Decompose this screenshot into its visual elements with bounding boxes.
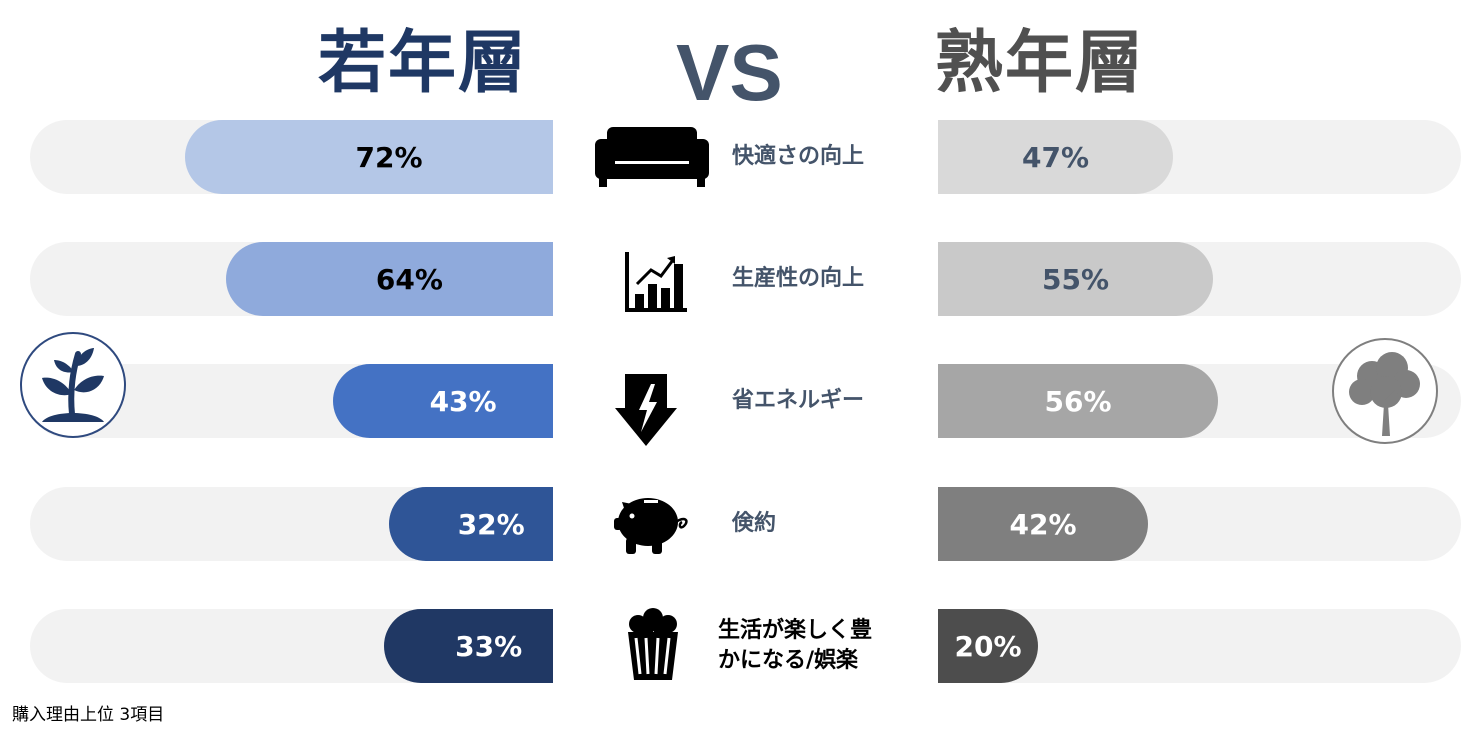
tree-icon bbox=[1332, 338, 1438, 444]
bar-senior: 20% bbox=[938, 609, 1038, 683]
value-label-young: 43% bbox=[429, 384, 497, 418]
category-label-line: 生活が楽しく豊 bbox=[718, 618, 873, 643]
category-label-line: 省エネルギー bbox=[732, 388, 865, 413]
piggy-bank-icon bbox=[612, 488, 692, 560]
category-label: 生産性の向上 bbox=[732, 264, 864, 294]
value-label-senior: 20% bbox=[954, 629, 1022, 663]
value-label-senior: 47% bbox=[1021, 140, 1090, 174]
footnote: 購入理由上位 3項目 bbox=[12, 705, 165, 725]
bar-young: 72% bbox=[185, 120, 553, 194]
title-young: 若年層 bbox=[318, 24, 529, 103]
popcorn-icon bbox=[624, 608, 682, 686]
value-label-senior: 55% bbox=[1041, 262, 1110, 296]
bar-senior: 47% bbox=[938, 120, 1173, 194]
category-label-line: 生産性の向上 bbox=[732, 266, 865, 291]
value-label-senior: 42% bbox=[1009, 507, 1077, 541]
bar-senior: 55% bbox=[938, 242, 1213, 316]
category-label-line: 倹約 bbox=[732, 511, 777, 536]
bar-senior: 56% bbox=[938, 364, 1218, 438]
title-vs: VS bbox=[676, 28, 783, 117]
bar-young: 33% bbox=[384, 609, 553, 683]
category-label: 快適さの向上 bbox=[732, 142, 864, 172]
title-senior: 熟年層 bbox=[935, 24, 1146, 103]
bar-senior: 42% bbox=[938, 487, 1148, 561]
sofa-icon bbox=[593, 125, 711, 193]
category-label: 生活が楽しく豊 かになる/娯楽 bbox=[718, 616, 872, 676]
value-label-young: 64% bbox=[375, 262, 443, 296]
sprout-icon bbox=[20, 332, 126, 438]
bar-young: 32% bbox=[389, 487, 553, 561]
value-label-young: 32% bbox=[457, 507, 525, 541]
value-label-young: 72% bbox=[355, 140, 423, 174]
category-label-line: 快適さの向上 bbox=[732, 144, 865, 169]
category-label-line: かになる/娯楽 bbox=[718, 648, 859, 673]
bar-young: 43% bbox=[333, 364, 553, 438]
growth-chart-icon bbox=[625, 250, 689, 318]
value-label-senior: 56% bbox=[1044, 384, 1112, 418]
bar-young: 64% bbox=[225, 242, 553, 316]
category-label: 倹約 bbox=[732, 509, 776, 539]
energy-down-icon bbox=[613, 372, 679, 452]
category-label: 省エネルギー bbox=[732, 386, 864, 416]
value-label-young: 33% bbox=[455, 629, 523, 663]
